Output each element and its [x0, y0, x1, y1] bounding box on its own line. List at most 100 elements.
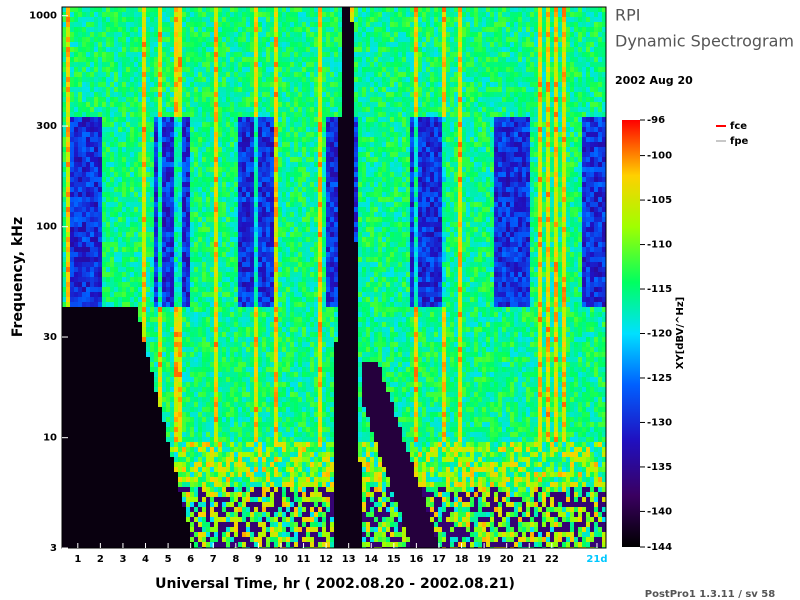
texture-cell: [126, 247, 130, 252]
texture-cell: [146, 122, 150, 127]
texture-cell: [146, 82, 150, 87]
texture-cell: [198, 107, 202, 112]
texture-cell: [166, 17, 170, 22]
texture-cell: [114, 332, 118, 337]
texture-cell: [154, 237, 158, 242]
texture-cell: [202, 392, 206, 397]
texture-cell: [186, 287, 190, 292]
texture-cell: [62, 332, 66, 337]
texture-cell: [198, 247, 202, 252]
texture-cell: [122, 537, 126, 542]
texture-cell: [234, 392, 238, 397]
texture-cell: [66, 412, 70, 417]
texture-cell: [238, 347, 242, 352]
texture-cell: [222, 512, 226, 517]
texture-cell: [218, 107, 222, 112]
texture-cell: [194, 32, 198, 37]
texture-cell: [206, 287, 210, 292]
texture-cell: [150, 392, 154, 397]
texture-cell: [62, 327, 66, 332]
texture-cell: [226, 437, 230, 442]
texture-cell: [190, 257, 194, 262]
texture-cell: [242, 112, 246, 117]
texture-cell: [82, 452, 86, 457]
texture-cell: [170, 272, 174, 277]
texture-cell: [198, 407, 202, 412]
texture-cell: [86, 392, 90, 397]
texture-cell: [218, 452, 222, 457]
texture-cell: [234, 472, 238, 477]
texture-cell: [154, 172, 158, 177]
texture-cell: [118, 17, 122, 22]
texture-cell: [154, 457, 158, 462]
texture-cell: [182, 197, 186, 202]
texture-cell: [166, 267, 170, 272]
texture-cell: [158, 452, 162, 457]
texture-cell: [190, 72, 194, 77]
texture-cell: [114, 497, 118, 502]
texture-cell: [178, 242, 182, 247]
texture-cell: [78, 62, 82, 67]
texture-cell: [182, 522, 186, 527]
texture-cell: [98, 307, 102, 312]
texture-cell: [66, 467, 70, 472]
texture-cell: [138, 322, 142, 327]
texture-cell: [82, 42, 86, 47]
texture-cell: [86, 87, 90, 92]
texture-cell: [106, 197, 110, 202]
texture-cell: [90, 162, 94, 167]
texture-cell: [242, 72, 246, 77]
texture-cell: [66, 372, 70, 377]
texture-cell: [154, 527, 158, 532]
texture-cell: [210, 177, 214, 182]
texture-cell: [166, 132, 170, 137]
texture-cell: [98, 7, 102, 12]
texture-cell: [198, 232, 202, 237]
texture-cell: [82, 127, 86, 132]
texture-cell: [202, 522, 206, 527]
texture-cell: [150, 87, 154, 92]
texture-cell: [126, 307, 130, 312]
texture-cell: [174, 272, 178, 277]
texture-cell: [150, 232, 154, 237]
texture-cell: [214, 297, 218, 302]
texture-cell: [170, 492, 174, 497]
texture-cell: [146, 422, 150, 427]
texture-cell: [186, 92, 190, 97]
texture-cell: [178, 32, 182, 37]
texture-cell: [162, 117, 166, 122]
texture-cell: [158, 407, 162, 412]
texture-cell: [226, 522, 230, 527]
texture-cell: [114, 292, 118, 297]
texture-cell: [78, 107, 82, 112]
texture-cell: [134, 142, 138, 147]
texture-cell: [238, 317, 242, 322]
texture-cell: [198, 302, 202, 307]
texture-cell: [190, 502, 194, 507]
texture-cell: [182, 22, 186, 27]
texture-cell: [202, 382, 206, 387]
texture-cell: [234, 357, 238, 362]
texture-cell: [222, 12, 226, 17]
texture-cell: [122, 212, 126, 217]
texture-cell: [190, 522, 194, 527]
texture-cell: [206, 87, 210, 92]
texture-cell: [210, 212, 214, 217]
texture-cell: [174, 152, 178, 157]
texture-cell: [198, 357, 202, 362]
texture-cell: [102, 67, 106, 72]
texture-cell: [174, 52, 178, 57]
texture-cell: [62, 177, 66, 182]
texture-cell: [70, 402, 74, 407]
texture-cell: [86, 132, 90, 137]
texture-cell: [114, 522, 118, 527]
texture-cell: [202, 472, 206, 477]
texture-cell: [106, 492, 110, 497]
texture-cell: [130, 187, 134, 192]
texture-cell: [202, 342, 206, 347]
texture-cell: [230, 432, 234, 437]
texture-cell: [178, 132, 182, 137]
texture-cell: [226, 177, 230, 182]
texture-cell: [214, 532, 218, 537]
texture-cell: [86, 82, 90, 87]
